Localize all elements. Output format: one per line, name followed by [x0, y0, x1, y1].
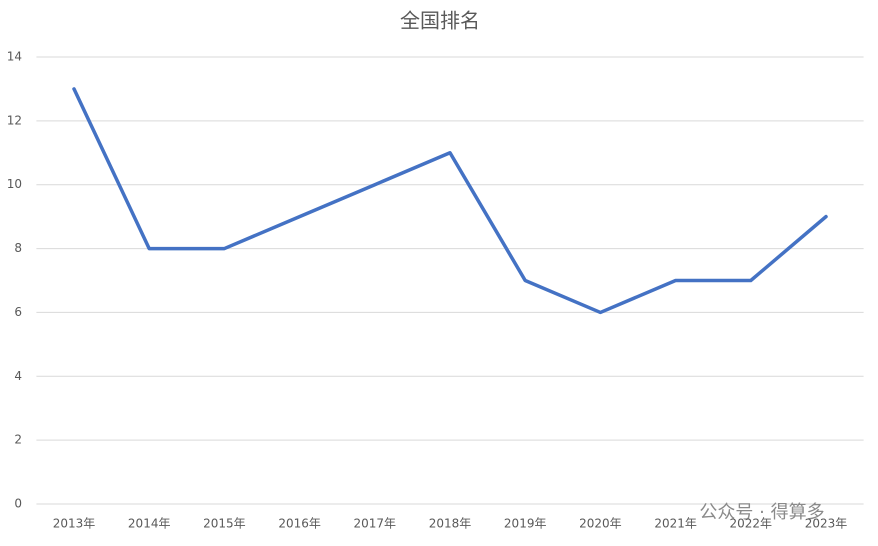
x-tick-label: 2021年 [654, 517, 697, 531]
y-tick-label: 4 [14, 369, 22, 383]
x-tick-label: 2020年 [579, 517, 622, 531]
y-tick-label: 14 [7, 50, 22, 64]
y-tick-label: 12 [7, 113, 22, 127]
y-tick-label: 0 [14, 497, 22, 511]
y-tick-label: 10 [7, 177, 22, 191]
x-tick-label: 2022年 [730, 517, 773, 531]
y-tick-label: 8 [14, 241, 22, 255]
watermark: 公众号 · 得算多 [699, 502, 824, 523]
x-tick-label: 2014年 [128, 517, 171, 531]
x-tick-label: 2018年 [429, 517, 472, 531]
x-tick-label: 2019年 [504, 517, 547, 531]
y-tick-label: 2 [14, 433, 22, 447]
x-tick-label: 2013年 [53, 517, 96, 531]
chart-title: 全国排名 [400, 9, 480, 33]
x-tick-label: 2015年 [203, 517, 246, 531]
x-tick-label: 2016年 [278, 517, 321, 531]
x-tick-label: 2023年 [805, 517, 848, 531]
x-tick-label: 2017年 [354, 517, 397, 531]
y-tick-label: 6 [14, 305, 22, 319]
data-line [72, 87, 828, 315]
